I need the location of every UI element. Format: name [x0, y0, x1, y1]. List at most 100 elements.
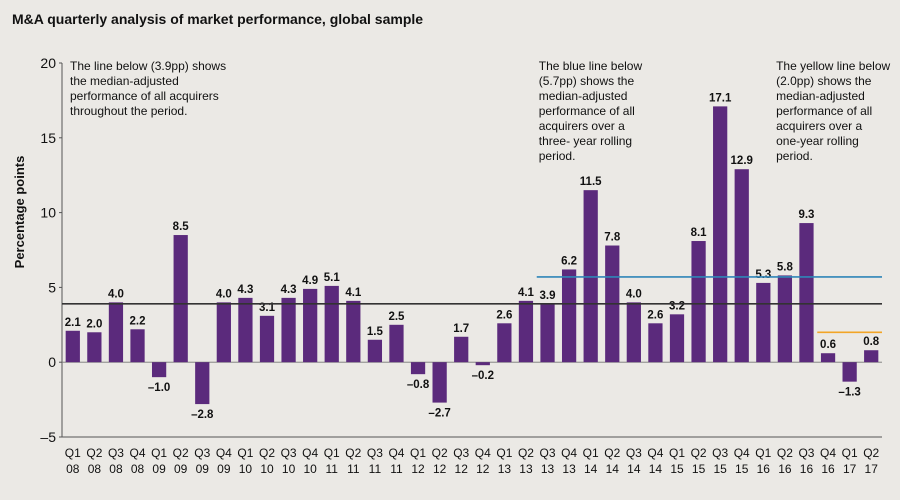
x-tick-label: 08: [66, 462, 80, 476]
x-tick-label: 10: [303, 462, 317, 476]
x-tick-label: 08: [131, 462, 145, 476]
x-tick-label: Q4: [475, 446, 491, 460]
x-tick-label: 13: [541, 462, 555, 476]
bar: [216, 302, 231, 363]
value-label: 2.0: [86, 318, 102, 330]
x-tick-label: 09: [174, 462, 188, 476]
value-label: 1.7: [453, 323, 469, 335]
value-label: 9.3: [798, 209, 814, 221]
bar: [87, 332, 102, 363]
x-tick-label: Q4: [561, 446, 577, 460]
x-tick-label: Q3: [540, 446, 556, 460]
x-tick-label: Q3: [194, 446, 210, 460]
annotation: The line below (3.9pp) shows: [70, 59, 226, 73]
annotation: (2.0pp) shows the: [776, 74, 872, 88]
value-label: –2.8: [191, 409, 214, 421]
x-tick-label: Q3: [281, 446, 297, 460]
bar: [259, 315, 275, 363]
x-tick-label: Q2: [345, 446, 361, 460]
value-label: 4.1: [345, 287, 362, 299]
value-label: 2.1: [65, 317, 82, 329]
bar: [734, 169, 749, 363]
x-tick-label: 10: [282, 462, 296, 476]
bar: [108, 302, 124, 363]
y-tick-label: 5: [48, 279, 56, 295]
x-tick-label: 14: [627, 462, 641, 476]
value-label: 2.6: [496, 309, 512, 321]
x-tick-label: Q1: [583, 446, 599, 460]
value-label: 8.1: [691, 227, 708, 239]
x-tick-label: Q1: [669, 446, 685, 460]
annotation: acquirers over a: [539, 119, 625, 133]
x-tick-label: 17: [843, 462, 857, 476]
annotation: three- year rolling: [539, 134, 632, 148]
x-tick-label: Q2: [518, 446, 534, 460]
y-axis-label: Percentage points: [12, 156, 27, 269]
x-tick-label: 13: [498, 462, 512, 476]
value-label: 4.0: [216, 288, 232, 300]
bar: [410, 362, 426, 375]
x-tick-label: 10: [260, 462, 274, 476]
bar: [475, 362, 490, 366]
bar: [756, 282, 771, 363]
annotation: (5.7pp) shows the: [539, 74, 635, 88]
x-tick-label: Q1: [842, 446, 858, 460]
x-tick-label: 09: [196, 462, 210, 476]
x-tick-label: Q3: [108, 446, 124, 460]
bar: [367, 339, 383, 363]
x-tick-label: 13: [519, 462, 533, 476]
x-tick-label: Q4: [734, 446, 750, 460]
bar: [820, 353, 836, 363]
annotation: period.: [776, 149, 813, 163]
x-tick-label: Q2: [259, 446, 275, 460]
x-tick-label: Q2: [86, 446, 102, 460]
x-tick-label: 15: [735, 462, 749, 476]
x-tick-label: 11: [326, 462, 339, 476]
x-tick-label: Q4: [216, 446, 232, 460]
bar: [195, 362, 210, 405]
value-label: 17.1: [709, 92, 732, 104]
x-tick-label: Q2: [777, 446, 793, 460]
bar: [497, 323, 512, 363]
x-tick-label: 10: [239, 462, 253, 476]
bar: [713, 106, 728, 363]
bar: [842, 362, 857, 382]
x-tick-label: Q2: [691, 446, 707, 460]
x-tick-label: Q2: [863, 446, 879, 460]
value-label: 4.3: [281, 284, 297, 296]
value-label: 1.5: [367, 326, 384, 338]
bar: [281, 297, 296, 363]
x-tick-label: Q1: [410, 446, 426, 460]
value-label: 0.6: [820, 339, 836, 351]
x-tick-label: Q2: [173, 446, 189, 460]
bar: [432, 362, 447, 403]
value-label: 5.8: [777, 261, 794, 273]
x-tick-label: 14: [606, 462, 620, 476]
bar: [777, 275, 793, 363]
value-label: 4.1: [518, 287, 535, 299]
value-label: 0.8: [863, 336, 880, 348]
x-tick-label: 08: [88, 462, 102, 476]
value-label: 4.3: [237, 284, 253, 296]
bar: [65, 330, 80, 363]
y-tick-label: –5: [40, 429, 56, 445]
y-tick-label: 15: [40, 130, 56, 146]
bar: [799, 223, 814, 363]
x-tick-label: Q3: [626, 446, 642, 460]
value-label: –0.2: [472, 370, 494, 382]
value-label: 4.9: [302, 275, 318, 287]
bar: [346, 300, 361, 363]
annotation: period.: [539, 149, 576, 163]
value-label: 7.8: [604, 232, 621, 244]
value-label: 3.1: [259, 302, 276, 314]
value-label: –1.0: [148, 382, 170, 394]
bar: [669, 314, 685, 363]
x-tick-label: Q1: [324, 446, 340, 460]
annotation: performance of all: [776, 104, 872, 118]
value-label: 6.2: [561, 255, 577, 267]
bar: [324, 285, 339, 363]
x-tick-label: 15: [713, 462, 727, 476]
bar: [648, 323, 663, 363]
bar: [626, 302, 641, 363]
